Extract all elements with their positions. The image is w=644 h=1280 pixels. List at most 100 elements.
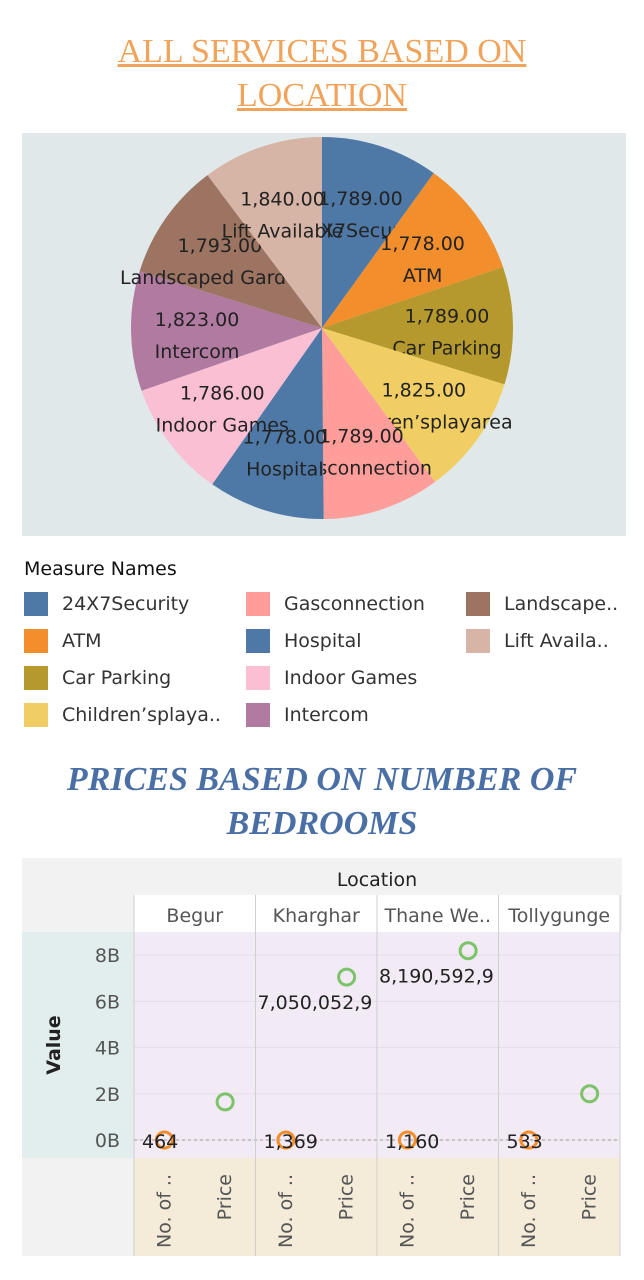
pie-value-label-7: 1,823.00 [155, 309, 240, 331]
y-tick-label-1: 2B [95, 1084, 120, 1106]
pie-slice-7[interactable] [131, 271, 322, 391]
pie-value-label-8: 1,793.00 [178, 235, 263, 257]
pie-name-label-8: Landscaped Gardens [120, 267, 320, 289]
legend-item[interactable]: Children’splaya.. [24, 701, 221, 729]
legend-swatch [24, 629, 48, 653]
x-category-label-0-0: No. of .. [153, 1174, 175, 1248]
scatter-title-line-1: PRICES BASED ON NUMBER OF [66, 761, 578, 798]
legend-label: Lift Availa.. [504, 630, 609, 652]
legend-title: Measure Names [24, 558, 177, 580]
pie-chart-title: ALL SERVICES BASED ON LOCATION [0, 30, 644, 118]
legend-swatch [24, 592, 48, 616]
legend-swatch [24, 666, 48, 690]
y-axis-title: Value [43, 1015, 65, 1074]
pie-slice-0[interactable] [322, 137, 434, 328]
pie-value-label-9: 1,840.00 [240, 188, 325, 210]
pie-value-label-2: 1,789.00 [405, 305, 490, 327]
corner-band [22, 1158, 134, 1256]
pie-name-label-5: Hospital [246, 458, 324, 480]
legend-label: Children’splaya.. [62, 704, 221, 726]
y-tick-label-2: 4B [95, 1038, 120, 1060]
pie-slice-9[interactable] [207, 137, 322, 328]
pie-slice-1[interactable] [322, 173, 504, 328]
location-label-0: Begur [166, 905, 223, 927]
point-bedrooms-0[interactable] [154, 1130, 174, 1150]
pie-value-label-3: 1,825.00 [382, 379, 467, 401]
scatter-chart: Location Value 0B 2B 4B 6B 8B Begur 464 No. of ..… [22, 858, 622, 1256]
legend-item[interactable]: Intercom [246, 701, 369, 729]
legend-item[interactable]: Indoor Games [246, 664, 417, 692]
point-bedrooms-1[interactable] [276, 1130, 296, 1150]
pie-slice-4[interactable] [322, 328, 436, 519]
pie-slice-6[interactable] [141, 328, 322, 485]
legend-swatch [246, 703, 270, 727]
x-category-label-3-1: Price [579, 1174, 601, 1220]
legend-swatch [246, 592, 270, 616]
point-price-3[interactable] [580, 1084, 600, 1104]
pie-value-label-4: 1,789.00 [319, 426, 404, 448]
pie-slice-8[interactable] [139, 175, 322, 328]
legend-item[interactable]: Lift Availa.. [466, 627, 609, 655]
legend-swatch [466, 592, 490, 616]
y-axis-band [22, 932, 134, 1158]
legend-item[interactable]: 24X7Security [24, 590, 189, 618]
x-category-label-2-0: No. of .. [396, 1174, 418, 1248]
x-category-label-0-1: Price [214, 1174, 236, 1220]
pie-title-line-1: ALL SERVICES BASED ON [117, 33, 527, 70]
legend-label: Intercom [284, 704, 369, 726]
pie-name-label-4: Gasconnection [291, 458, 432, 480]
point-bedrooms-2[interactable] [397, 1130, 417, 1150]
pie-chart: 1,789.0024X7Security1,778.00ATM1,789.00C… [120, 137, 513, 519]
pie-name-label-6: Indoor Games [156, 414, 289, 436]
pie-chart-panel: 1,789.00 24X7Security 1,778.00 ATM 1,789.00 C… [22, 133, 626, 536]
legend-label: Gasconnection [284, 593, 425, 615]
price-label-2: 8,190,592,9 [379, 966, 494, 988]
legend-label: Landscape.. [504, 593, 619, 615]
y-tick-label-3: 6B [95, 991, 120, 1013]
legend-label: ATM [62, 630, 102, 652]
location-label-2: Thane We.. [383, 905, 491, 927]
pie-slice-5[interactable] [212, 328, 324, 519]
location-label-1: Kharghar [273, 905, 360, 927]
y-tick-label-0: 0B [95, 1130, 120, 1152]
bedrooms-label-1: 1,369 [264, 1131, 318, 1153]
legend-swatch [466, 629, 490, 653]
legend-label: 24X7Security [62, 593, 190, 615]
pie-value-label-5: 1,778.00 [243, 426, 328, 448]
point-price-0[interactable] [215, 1092, 235, 1112]
legend-item[interactable]: ATM [24, 627, 102, 655]
pie-name-label-9: Lift Available [222, 220, 344, 242]
pie-value-label-0: 1,789.00 [318, 188, 403, 210]
bedrooms-label-3: 533 [507, 1131, 543, 1153]
pie-slice-2[interactable] [322, 267, 513, 385]
legend-label: Car Parking [62, 667, 172, 689]
legend-item[interactable]: Car Parking [24, 664, 171, 692]
pie-name-label-7: Intercom [155, 341, 240, 363]
x-category-label-1-0: No. of .. [275, 1174, 297, 1248]
legend-label: Hospital [284, 630, 362, 652]
scatter-chart-panel: Location Value 0B 2B 4B 6B 8B Begur 464 No. of ..… [22, 858, 622, 1256]
legend: Measure Names 24X7Security Gasconnection L… [24, 558, 634, 738]
column-header-location: Location [337, 869, 417, 891]
pie-value-label-6: 1,786.00 [180, 382, 265, 404]
pie-title-line-2: LOCATION [237, 77, 407, 114]
location-label-3: Tollygunge [507, 905, 610, 927]
x-category-label-1-1: Price [336, 1174, 358, 1220]
pie-value-label-1: 1,778.00 [380, 233, 465, 255]
pie-slice-3[interactable] [322, 328, 505, 482]
point-price-2[interactable] [458, 941, 478, 961]
legend-item[interactable]: Landscape.. [466, 590, 618, 618]
scatter-title-line-2: BEDROOMS [226, 805, 418, 842]
point-price-1[interactable] [337, 967, 357, 987]
y-tick-label-4: 8B [95, 945, 120, 967]
legend-item[interactable]: Gasconnection [246, 590, 425, 618]
legend-item[interactable]: Hospital [246, 627, 362, 655]
bedrooms-label-0: 464 [142, 1131, 178, 1153]
price-label-1: 7,050,052,9 [258, 992, 373, 1014]
legend-label: Indoor Games [284, 667, 418, 689]
x-category-label-2-1: Price [457, 1174, 479, 1220]
point-bedrooms-3[interactable] [519, 1130, 539, 1150]
legend-swatch [24, 703, 48, 727]
x-category-label-3-0: No. of .. [518, 1174, 540, 1248]
bedrooms-label-2: 1,160 [385, 1131, 439, 1153]
